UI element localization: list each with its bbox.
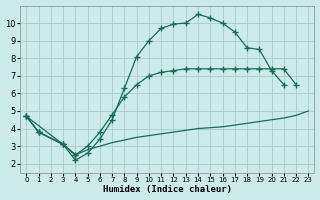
X-axis label: Humidex (Indice chaleur): Humidex (Indice chaleur) <box>103 185 232 194</box>
